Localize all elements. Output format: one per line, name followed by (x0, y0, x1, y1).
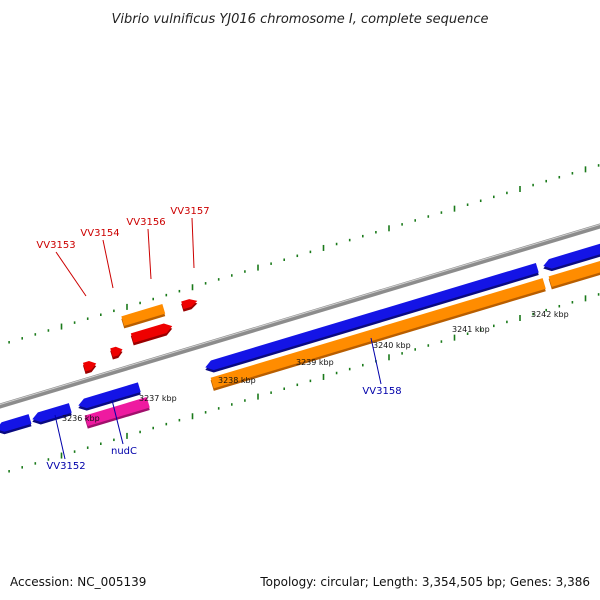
cds-vv3158 (205, 262, 539, 373)
cds-vv3154 (110, 346, 123, 360)
gene-features (0, 243, 600, 435)
scale-label: 3239 kbp (296, 358, 334, 367)
cds-vv3156-body (130, 323, 173, 343)
cds-vv3156-product (121, 304, 166, 329)
cds-vv3151 (0, 414, 32, 435)
leader-line-vv3152 (54, 414, 66, 460)
scale-label: 3236 kbp (62, 414, 100, 423)
leader-line-nudc (111, 399, 124, 445)
cds-nudc-body (78, 382, 141, 409)
cds-vv3159-product-body (548, 260, 600, 287)
backbone-line (0, 223, 600, 409)
cds-vv3151-body (0, 414, 32, 432)
leader-line-vv3156 (147, 228, 152, 280)
gene-label-vv3158: VV3158 (362, 386, 401, 397)
accession-text: Accession: NC_005139 (10, 575, 146, 589)
leader-line-vv3154 (102, 239, 114, 289)
chromosome-backbone (0, 223, 600, 409)
cds-vv3152-body (32, 403, 72, 422)
cds-vv3158-body (205, 262, 539, 371)
tick-rows (8, 164, 600, 473)
label-leader-lines (54, 217, 382, 460)
leader-line-vv3153 (55, 251, 87, 297)
gene-label-vv3154: VV3154 (80, 228, 119, 239)
cds-vv3157-body (181, 299, 198, 310)
cds-vv3158-product-body (210, 278, 546, 389)
backbone-highlight (0, 223, 600, 406)
gene-label-nudc: nudC (111, 446, 137, 457)
cds-vv3154-body (110, 346, 123, 358)
cds-vv3158-product (210, 278, 546, 391)
cds-vv3159-product (548, 260, 600, 290)
cds-vv3157 (181, 299, 198, 312)
topology-text: Topology: circular; Length: 3,354,505 bp… (259, 575, 590, 589)
cds-vv3159 (543, 243, 600, 272)
cds-nudc-product-body (84, 396, 150, 427)
cds-vv3153 (82, 361, 97, 374)
gene-labels: VV3153 VV3154 VV3156 VV3157 VV3152 nudC VV3158 (36, 206, 401, 472)
gene-label-vv3156: VV3156 (126, 217, 165, 228)
map-title: Vibrio vulnificus YJ016 chromosome I, co… (111, 12, 488, 27)
scale-label: 3241 kbp (452, 325, 490, 334)
cds-nudc-product (84, 396, 150, 429)
cds-vv3156 (130, 323, 173, 346)
leader-line-vv3157 (191, 217, 195, 269)
scale-labels: 3236 kbp 3237 kbp 3238 kbp 3239 kbp 3240 kbp… (62, 310, 569, 423)
gene-label-vv3153: VV3153 (36, 240, 75, 251)
leader-line-vv3158 (370, 337, 382, 385)
cds-vv3153-body (82, 361, 97, 372)
scale-label: 3238 kbp (218, 376, 256, 385)
gene-label-vv3157: VV3157 (170, 206, 209, 217)
cds-vv3152 (32, 403, 72, 425)
gene-label-vv3152: VV3152 (46, 461, 85, 472)
cds-vv3156-product-body (121, 304, 166, 326)
scale-label: 3242 kbp (531, 310, 569, 319)
scale-label: 3237 kbp (139, 394, 177, 403)
scale-label: 3240 kbp (373, 341, 411, 350)
cds-nudc (78, 382, 141, 411)
cds-vv3159-body (543, 243, 600, 269)
